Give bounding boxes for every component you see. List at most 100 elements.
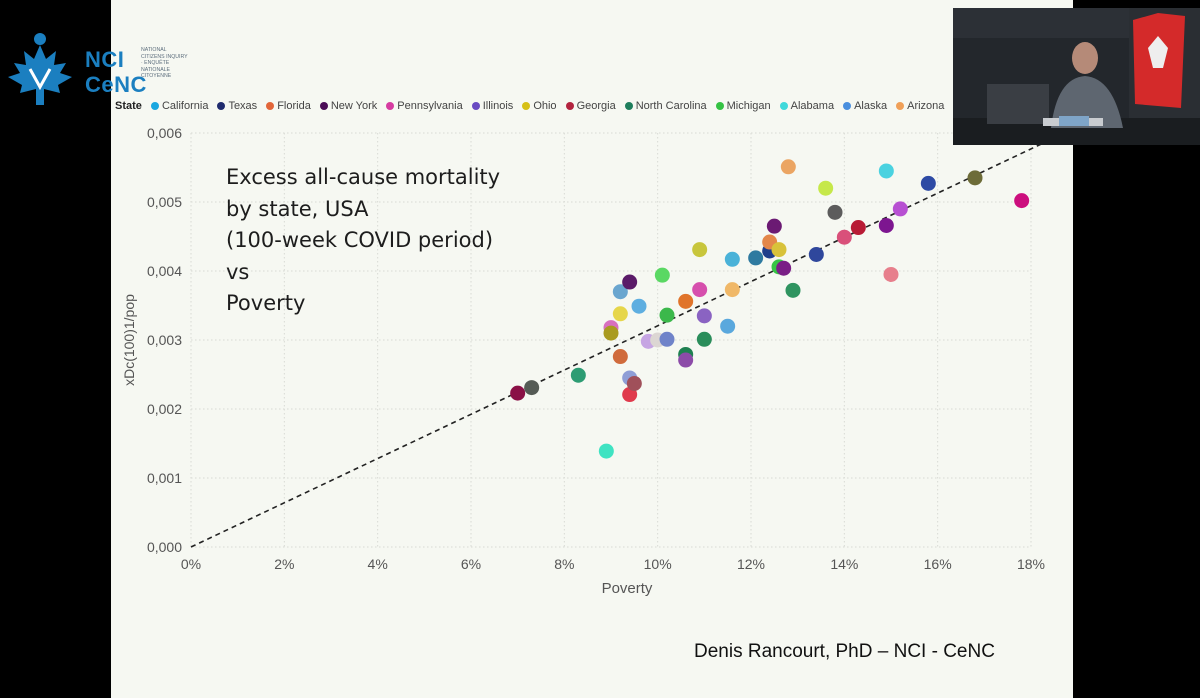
data-point <box>724 282 740 298</box>
legend-marker <box>896 101 905 110</box>
x-tick-label: 16% <box>924 556 952 572</box>
y-tick-label: 0,005 <box>147 194 182 210</box>
data-point <box>878 217 894 233</box>
y-tick-label: 0,002 <box>147 401 182 417</box>
data-point <box>920 175 936 191</box>
chart-annotation: Excess all-cause mortality by state, USA… <box>226 162 500 320</box>
data-point <box>659 307 675 323</box>
legend-marker <box>319 101 328 110</box>
legend-entry: Pennsylvania <box>386 100 463 112</box>
data-point <box>776 260 792 276</box>
data-point <box>808 246 824 262</box>
data-point <box>883 266 899 282</box>
y-tick-label: 0,006 <box>147 125 182 141</box>
legend-label: New York <box>330 100 378 112</box>
legend-marker <box>843 101 852 110</box>
speaker-video-inset <box>953 8 1200 145</box>
annotation-line: vs <box>226 259 250 284</box>
author-credit: Denis Rancourt, PhD – NCI - CeNC <box>694 641 995 662</box>
legend-entry: Alabama <box>779 100 835 112</box>
legend-entry: Arizona <box>896 100 944 112</box>
x-tick-label: 0% <box>181 556 201 572</box>
x-tick-label: 10% <box>644 556 672 572</box>
data-point <box>612 306 628 322</box>
legend-label: Georgia <box>576 100 616 112</box>
data-point <box>696 331 712 347</box>
x-tick-label: 18% <box>1017 556 1045 572</box>
data-point <box>771 242 787 258</box>
data-point <box>1014 193 1030 209</box>
legend-marker <box>386 101 395 110</box>
data-point <box>678 352 694 368</box>
legend-label: Alabama <box>790 100 835 112</box>
x-tick-label: 2% <box>274 556 294 572</box>
data-point <box>612 284 628 300</box>
legend-marker <box>624 101 633 110</box>
data-point <box>878 163 894 179</box>
x-tick-label: 6% <box>461 556 481 572</box>
legend-label: North Carolina <box>635 100 707 112</box>
x-tick-label: 12% <box>737 556 765 572</box>
legend-entry: California <box>150 100 209 112</box>
data-point <box>692 282 708 298</box>
legend-entry: Illinois <box>471 100 514 112</box>
x-tick-label: 4% <box>368 556 388 572</box>
legend-title: State <box>115 100 142 112</box>
data-point <box>598 443 614 459</box>
data-point <box>785 282 801 298</box>
data-point <box>780 159 796 175</box>
speaker-video-icon <box>953 8 1200 145</box>
legend-entry: Alaska <box>843 100 887 112</box>
legend-marker <box>266 101 275 110</box>
legend-marker <box>471 101 480 110</box>
annotation-line: Poverty <box>226 291 306 315</box>
data-point <box>510 385 526 401</box>
legend-marker <box>779 101 788 110</box>
data-point <box>850 220 866 236</box>
x-tick-label: 14% <box>830 556 858 572</box>
legend-entry: Texas <box>217 100 257 112</box>
data-point <box>892 201 908 217</box>
data-point <box>836 229 852 245</box>
data-point <box>654 267 670 283</box>
x-tick-label: 8% <box>554 556 574 572</box>
data-point <box>612 349 628 365</box>
maple-leaf-logo-icon <box>8 33 72 105</box>
data-point <box>626 375 642 391</box>
data-point <box>622 274 638 290</box>
data-point <box>692 242 708 258</box>
data-point <box>967 170 983 186</box>
data-point <box>631 298 647 314</box>
presentation-slide <box>111 0 1073 698</box>
legend-entry: New York <box>319 100 378 112</box>
data-point <box>748 250 764 266</box>
legend-label: Michigan <box>726 100 771 112</box>
legend-label: Arizona <box>907 100 945 112</box>
data-point <box>659 331 675 347</box>
data-point <box>570 367 586 383</box>
legend-entry: North Carolina <box>624 100 707 112</box>
y-tick-label: 0,001 <box>147 470 182 486</box>
data-point <box>678 293 694 309</box>
legend-entry: Georgia <box>565 100 616 112</box>
legend-label: Illinois <box>482 100 514 112</box>
data-point <box>696 308 712 324</box>
legend-entry: Michigan <box>715 100 771 112</box>
nci-logo <box>0 25 200 115</box>
annotation-line: Excess all-cause mortality <box>226 165 501 189</box>
legend-label: California <box>161 100 209 112</box>
logo-line-1: NCI <box>85 47 125 72</box>
legend-label: Florida <box>277 100 311 112</box>
data-point <box>524 380 540 396</box>
data-point <box>603 325 619 341</box>
legend-label: Pennsylvania <box>397 100 463 112</box>
data-point <box>720 318 736 334</box>
annotation-line: (100-week COVID period) <box>226 228 494 252</box>
data-point <box>818 180 834 196</box>
data-point <box>827 204 843 220</box>
legend-label: Alaska <box>854 100 888 112</box>
legend-entry: Ohio <box>522 100 557 112</box>
legend-marker <box>150 101 159 110</box>
legend-marker <box>217 101 226 110</box>
